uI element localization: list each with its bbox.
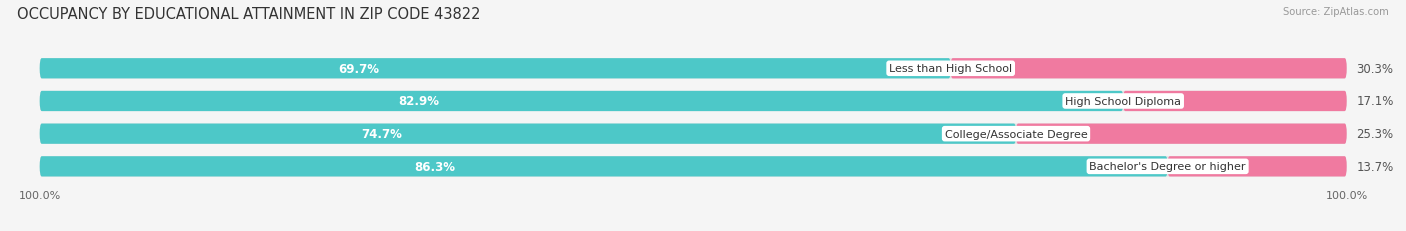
Text: Bachelor's Degree or higher: Bachelor's Degree or higher <box>1090 162 1246 172</box>
FancyBboxPatch shape <box>39 124 1017 144</box>
FancyBboxPatch shape <box>1123 91 1347 112</box>
FancyBboxPatch shape <box>39 59 950 79</box>
Text: Source: ZipAtlas.com: Source: ZipAtlas.com <box>1284 7 1389 17</box>
FancyBboxPatch shape <box>950 59 1347 79</box>
FancyBboxPatch shape <box>39 91 1347 112</box>
FancyBboxPatch shape <box>1167 157 1347 177</box>
Text: 30.3%: 30.3% <box>1357 63 1393 76</box>
FancyBboxPatch shape <box>39 91 1123 112</box>
Text: 69.7%: 69.7% <box>337 63 380 76</box>
Text: 13.7%: 13.7% <box>1357 160 1393 173</box>
Text: 86.3%: 86.3% <box>413 160 456 173</box>
Text: OCCUPANCY BY EDUCATIONAL ATTAINMENT IN ZIP CODE 43822: OCCUPANCY BY EDUCATIONAL ATTAINMENT IN Z… <box>17 7 481 22</box>
Text: College/Associate Degree: College/Associate Degree <box>945 129 1087 139</box>
Text: 100.0%: 100.0% <box>1326 190 1368 200</box>
FancyBboxPatch shape <box>39 157 1347 177</box>
FancyBboxPatch shape <box>39 157 1167 177</box>
FancyBboxPatch shape <box>39 124 1347 144</box>
Text: 100.0%: 100.0% <box>18 190 60 200</box>
FancyBboxPatch shape <box>39 59 1347 79</box>
Text: 82.9%: 82.9% <box>398 95 440 108</box>
Text: 25.3%: 25.3% <box>1357 128 1393 140</box>
Text: High School Diploma: High School Diploma <box>1066 97 1181 106</box>
FancyBboxPatch shape <box>1017 124 1347 144</box>
Text: 74.7%: 74.7% <box>361 128 402 140</box>
Text: Less than High School: Less than High School <box>889 64 1012 74</box>
Text: 17.1%: 17.1% <box>1357 95 1393 108</box>
